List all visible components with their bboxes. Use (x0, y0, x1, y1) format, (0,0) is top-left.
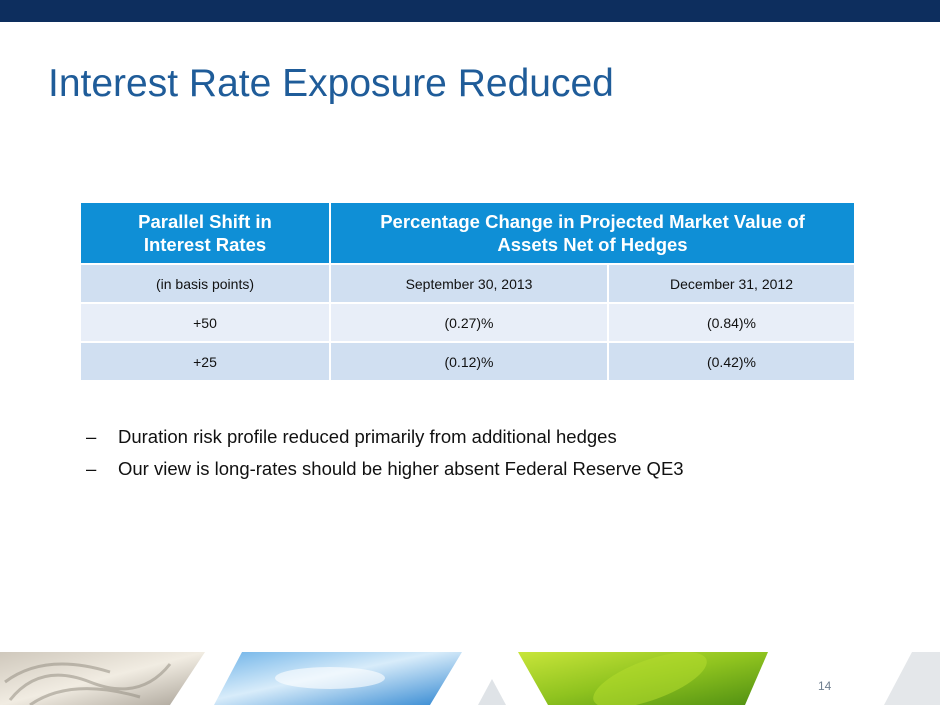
subheader-cell: December 31, 2012 (606, 263, 857, 304)
bullet-text: Our view is long-rates should be higher … (118, 458, 684, 479)
cloud-shape (275, 667, 385, 689)
footer-gray-triangle (478, 679, 506, 705)
header-col2-line1: Percentage Change in Projected Market Va… (380, 211, 805, 232)
table-header-row: Parallel Shift in Interest Rates Percent… (79, 201, 857, 265)
subheader-cell: September 30, 2013 (329, 263, 609, 304)
table-cell: +50 (79, 302, 331, 343)
list-item: – Duration risk profile reduced primarily… (86, 424, 684, 456)
header-parallel-shift: Parallel Shift in Interest Rates (79, 201, 331, 265)
header-col1-line2: Interest Rates (143, 234, 267, 255)
bullet-dash: – (86, 458, 97, 479)
table-cell: (0.84)% (606, 302, 857, 343)
list-item: – Our view is long-rates should be higher… (86, 456, 684, 488)
header-percentage-change: Percentage Change in Projected Market Va… (328, 201, 857, 265)
table-cell: (0.27)% (329, 302, 609, 343)
table-cell: (0.12)% (329, 341, 609, 382)
rate-exposure-table: Parallel Shift in Interest Rates Percent… (79, 201, 857, 382)
subheader-cell: (in basis points) (79, 263, 331, 304)
table-row: +25 (0.12)% (0.42)% (79, 341, 857, 382)
table-subheader-row: (in basis points) September 30, 2013 Dec… (79, 263, 857, 304)
table-cell: (0.42)% (606, 341, 857, 382)
bullet-dash: – (86, 426, 97, 447)
footer-gray-shape (884, 652, 940, 705)
table-cell: +25 (79, 341, 331, 382)
rope-photo (0, 652, 205, 705)
leaf-shape (593, 652, 707, 705)
bullet-text: Duration risk profile reduced primarily … (118, 426, 617, 447)
header-col2-line2: Assets Net of Hedges (497, 234, 688, 255)
header-col1-line1: Parallel Shift in (138, 211, 272, 232)
top-banner (0, 0, 940, 22)
page-title: Interest Rate Exposure Reduced (48, 62, 614, 105)
footer-image-strip (0, 652, 940, 705)
bullet-list: – Duration risk profile reduced primarily… (86, 424, 684, 488)
page-number: 14 (818, 679, 832, 693)
rope-texture (4, 662, 172, 705)
table-row: +50 (0.27)% (0.84)% (79, 302, 857, 343)
